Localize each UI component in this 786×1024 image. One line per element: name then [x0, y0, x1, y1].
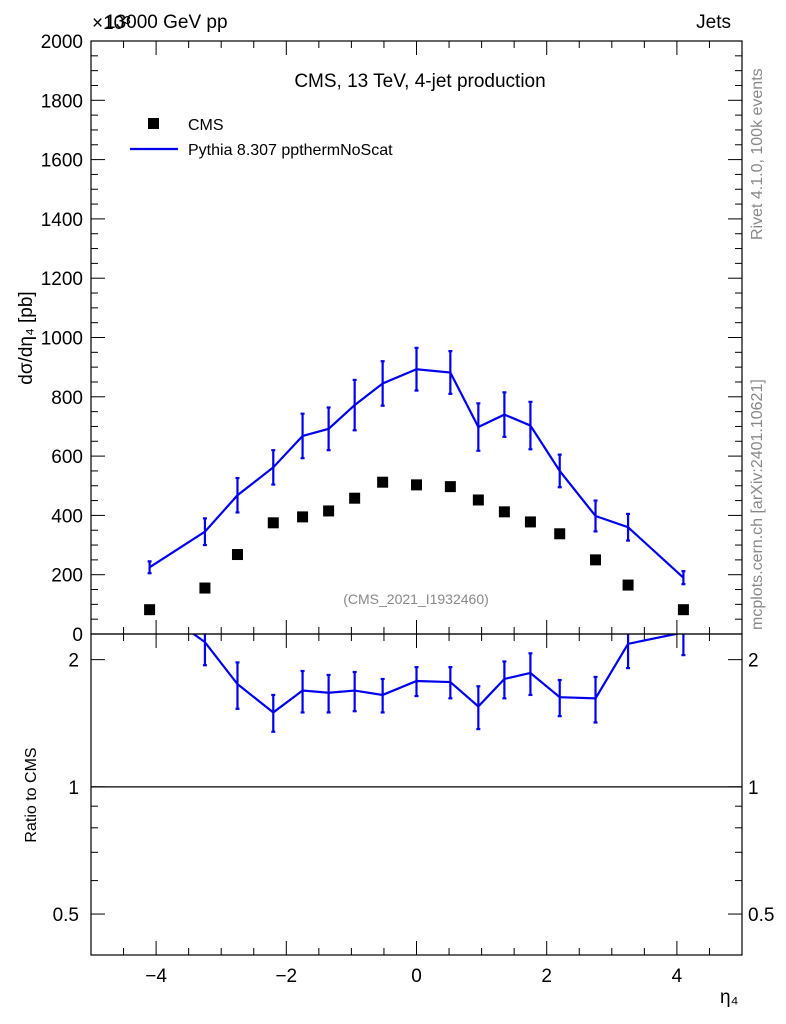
mc-error-bar — [380, 360, 385, 407]
cms-point — [411, 479, 422, 491]
ratio-error-bar — [593, 675, 598, 724]
cms-point — [524, 516, 536, 528]
ratio-error-bar — [202, 634, 207, 667]
y-tick-label: 1000 — [41, 329, 83, 350]
main-y-axis: 0 200 400 600 800 1000 1200 1400 1600 1800 2000 — [41, 32, 742, 646]
mc-error-bar — [300, 412, 305, 460]
main-panel: CMS, 13 TeV, 4-jet production (CMS_2021_… — [16, 32, 743, 646]
cms-point — [444, 481, 456, 493]
ratio-xlabel: η₄ — [720, 987, 739, 1008]
y-tick-label: 2000 — [41, 32, 83, 53]
ratio-error-bar — [681, 634, 686, 657]
main-ylabel: dσ/dη₄ [pb] — [16, 291, 37, 384]
ratio-error-bar — [557, 678, 562, 718]
cms-point — [472, 494, 484, 506]
ratio-error-bar — [448, 666, 453, 700]
mc-error-bar — [502, 391, 507, 438]
main-title: CMS, 13 TeV, 4-jet production — [294, 71, 545, 92]
ratio-ylabel: Ratio to CMS — [23, 747, 40, 842]
cms-point — [144, 604, 156, 616]
cms-point — [323, 505, 335, 517]
ratio-error-bar — [626, 634, 631, 670]
legend-label-mc: Pythia 8.307 ppthermNoScat — [188, 142, 393, 159]
ratio-error-bar — [502, 660, 507, 700]
ratio-y-tick-label-right: 0.5 — [748, 905, 774, 926]
ratio-error-bar — [271, 693, 276, 733]
exponent-label: ×10³ — [92, 13, 131, 34]
cms-point — [199, 582, 211, 594]
ratio-mc-series — [191, 634, 686, 733]
y-tick-label: 0 — [72, 625, 83, 646]
mc-error-bar — [326, 406, 331, 452]
ratio-y-tick-label: 0.5 — [53, 905, 79, 926]
ratio-panel: Ratio to CMS 0.5 0.5 1 1 2 2 −4 −2 0 2 4 η₄ — [23, 633, 775, 1008]
y-tick-label: 200 — [51, 566, 83, 587]
x-tick-label: −2 — [275, 966, 297, 987]
mc-line — [148, 368, 685, 579]
cms-point — [554, 528, 566, 540]
y-tick-label: 400 — [51, 506, 83, 527]
mc-error-bar — [681, 570, 686, 586]
mc-error-bar — [202, 517, 207, 547]
ratio-error-bar — [380, 677, 385, 714]
cms-point — [231, 549, 243, 561]
y-tick-label: 1800 — [41, 91, 83, 112]
cms-point — [590, 554, 602, 566]
cms-point — [677, 604, 689, 616]
legend: CMS Pythia 8.307 ppthermNoScat — [130, 117, 393, 159]
ratio-error-bar — [352, 670, 357, 713]
mc-error-bar — [414, 346, 419, 392]
ratio-y-tick-label-right: 1 — [748, 778, 759, 799]
ratio-error-bar — [300, 669, 305, 714]
y-tick-label: 1600 — [41, 151, 83, 172]
ratio-x-axis: −4 −2 0 2 4 — [90, 634, 743, 987]
beam-label: 13000 GeV pp — [105, 12, 228, 33]
mc-series — [147, 346, 686, 586]
x-tick-label: 4 — [672, 966, 683, 987]
legend-marker-cms — [148, 118, 159, 129]
ratio-error-bar — [476, 685, 481, 731]
x-tick-label: 2 — [541, 966, 552, 987]
cms-point — [297, 511, 309, 523]
x-tick-label: −4 — [145, 966, 167, 987]
ratio-y-tick-label-right: 2 — [748, 651, 759, 672]
ratio-error-bar — [235, 661, 240, 710]
cms-series — [144, 476, 689, 616]
cms-point — [622, 579, 634, 591]
y-tick-label: 1400 — [41, 210, 83, 231]
y-tick-label: 600 — [51, 447, 83, 468]
ratio-error-bar — [528, 652, 533, 697]
ratio-y-axis: 0.5 0.5 1 1 2 2 — [53, 651, 775, 926]
cms-point — [349, 492, 361, 504]
y-tick-label: 800 — [51, 388, 83, 409]
mc-error-bar — [352, 378, 357, 432]
process-label: Jets — [696, 12, 731, 33]
x-tick-label: 0 — [411, 966, 422, 987]
ratio-error-bar — [326, 673, 331, 714]
legend-label-cms: CMS — [188, 117, 224, 134]
mc-error-bar — [476, 402, 481, 452]
ratio-error-bar — [414, 666, 419, 698]
rivet-label: Rivet 4.1.0, 100k events — [749, 68, 766, 240]
cms-point — [377, 476, 389, 488]
ratio-y-tick-label: 1 — [68, 778, 79, 799]
cms-point — [498, 506, 510, 518]
mc-error-bar — [271, 449, 276, 486]
mcplots-label: mcplots.cern.ch [arXiv:2401.10621] — [749, 379, 766, 630]
y-tick-label: 1200 — [41, 269, 83, 290]
mc-error-bar — [593, 499, 598, 533]
mc-error-bar — [235, 476, 240, 514]
mc-error-bar — [448, 350, 453, 395]
ratio-y-tick-label: 2 — [68, 651, 79, 672]
mc-error-bar — [147, 560, 152, 575]
mc-error-bar — [557, 453, 562, 489]
cms-point — [267, 517, 279, 529]
mc-error-bar — [626, 512, 631, 542]
mc-error-bar — [528, 400, 533, 451]
ratio-frame — [90, 633, 743, 956]
analysis-watermark: (CMS_2021_I1932460) — [343, 591, 489, 607]
main-x-axis — [90, 41, 743, 634]
